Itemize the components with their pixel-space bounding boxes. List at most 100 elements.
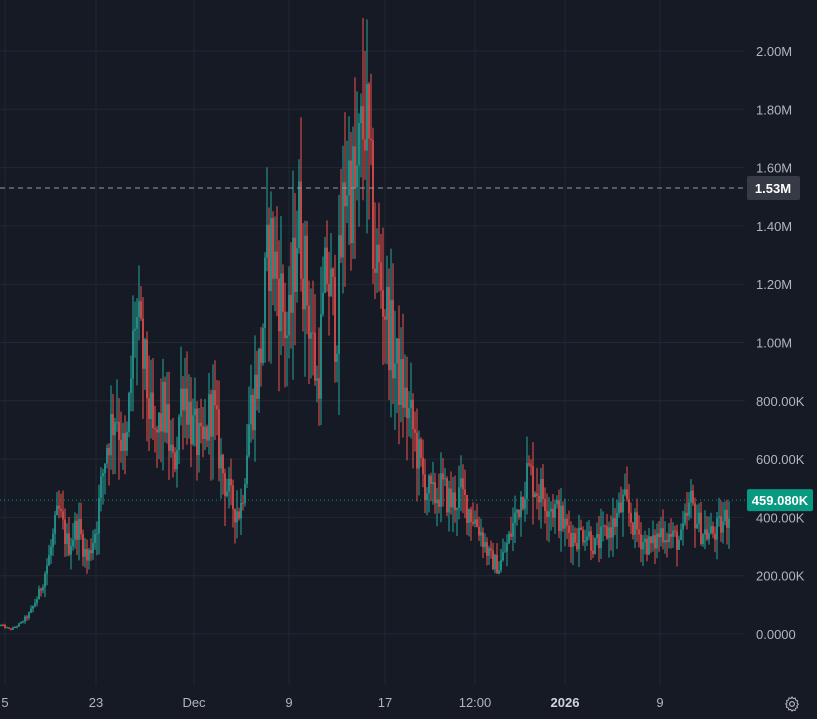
candle-body xyxy=(28,612,30,618)
candle-body xyxy=(116,421,118,423)
candle-body xyxy=(104,463,106,474)
candle-body xyxy=(700,512,702,545)
candle-body xyxy=(252,394,254,431)
candle-body xyxy=(356,165,358,188)
candle-body xyxy=(264,257,266,329)
candle-body xyxy=(608,527,610,539)
y-tick-label: 200.00K xyxy=(756,569,805,584)
candle-body xyxy=(592,550,594,554)
candle-body xyxy=(156,429,158,433)
candle-body xyxy=(32,605,34,609)
candle-body xyxy=(436,499,438,504)
candle-body xyxy=(474,519,476,524)
candle-body xyxy=(106,447,108,464)
candle-body xyxy=(126,431,128,451)
candle-body xyxy=(78,519,80,540)
candle-body xyxy=(398,338,400,405)
candle-body xyxy=(534,493,536,497)
candle-body xyxy=(440,473,442,507)
candle-body xyxy=(316,378,318,381)
candle-body xyxy=(248,424,250,456)
gear-icon[interactable] xyxy=(783,695,801,713)
candle-body xyxy=(300,181,302,279)
candle-body xyxy=(160,413,162,432)
candle-body xyxy=(102,473,104,477)
candle-body xyxy=(664,540,666,543)
candle-body xyxy=(348,160,350,196)
candle-body xyxy=(208,394,210,441)
candle-body xyxy=(430,475,432,485)
candle-body xyxy=(40,588,42,591)
candle-body xyxy=(220,454,222,469)
candle-body xyxy=(718,516,720,518)
candle-body xyxy=(720,516,722,533)
candle-body xyxy=(414,429,416,433)
candle-body xyxy=(26,616,28,618)
candle-body xyxy=(8,627,10,629)
candle-body xyxy=(532,466,534,497)
candle-body xyxy=(142,318,144,369)
candle-body xyxy=(410,399,412,409)
candle-body xyxy=(286,335,288,339)
candle-body xyxy=(570,533,572,547)
candle-body xyxy=(186,388,188,425)
candle-body xyxy=(518,509,520,517)
candle-body xyxy=(70,546,72,555)
candle-body xyxy=(616,513,618,527)
candle-body xyxy=(96,533,98,535)
candle-body xyxy=(210,394,212,437)
x-tick-label: 9 xyxy=(656,695,663,710)
candle-body xyxy=(556,500,558,505)
candle-body xyxy=(0,624,2,626)
candle-body xyxy=(498,570,500,574)
candle-body xyxy=(696,523,698,529)
candle-body xyxy=(290,294,292,313)
candle-body xyxy=(4,625,6,628)
candle-body xyxy=(426,493,428,501)
candle-body xyxy=(630,512,632,523)
candle-body xyxy=(174,452,176,470)
candle-body xyxy=(716,517,718,540)
candle-body xyxy=(678,539,680,550)
candle-body xyxy=(48,555,50,566)
candle-body xyxy=(132,330,134,379)
candle-body xyxy=(482,532,484,548)
candle-body xyxy=(564,518,566,529)
candle-body xyxy=(178,416,180,451)
candle-body xyxy=(584,540,586,543)
candle-body xyxy=(590,531,592,551)
candle-body xyxy=(550,508,552,512)
candle-body xyxy=(122,433,124,451)
candle-body xyxy=(648,536,650,555)
candle-body xyxy=(14,626,16,628)
candle-body xyxy=(666,540,668,543)
candle-body xyxy=(296,248,298,292)
candle-body xyxy=(346,195,348,207)
candle-body xyxy=(50,546,52,556)
y-tick-label: 1.00M xyxy=(756,336,792,351)
candle-body xyxy=(124,433,126,451)
candle-body xyxy=(472,521,474,524)
y-axis[interactable]: 2.00M 1.80M 1.60M 1.40M 1.20M 1.00M 800.00K 600… xyxy=(756,44,805,642)
candle-body xyxy=(204,426,206,440)
candle-body xyxy=(42,587,44,591)
candle-body xyxy=(250,394,252,425)
candle-body xyxy=(704,529,706,535)
candle-body xyxy=(510,533,512,537)
candle-body xyxy=(536,493,538,496)
x-tick-label: 2026 xyxy=(551,695,580,710)
candle-body xyxy=(284,311,286,339)
candle-body xyxy=(192,415,194,445)
x-axis[interactable]: 5 23 Dec 9 17 12:00 2026 9 xyxy=(1,695,663,710)
candle-body xyxy=(596,534,598,538)
candle-body xyxy=(194,408,196,416)
candle-body xyxy=(566,518,568,526)
candle-body xyxy=(702,534,704,545)
candle-body xyxy=(416,432,418,469)
x-tick-label: 12:00 xyxy=(459,695,492,710)
candle-body xyxy=(480,532,482,536)
candle-body xyxy=(114,422,116,436)
candle-body xyxy=(302,278,304,310)
candle-body xyxy=(202,426,204,440)
